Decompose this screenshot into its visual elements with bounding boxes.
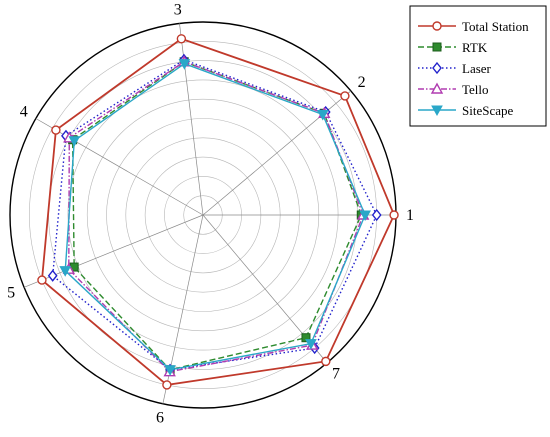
series-sitescape (59, 59, 371, 376)
data-point (162, 380, 172, 390)
data-point (164, 365, 176, 376)
data-point (305, 339, 317, 350)
data-point (68, 136, 81, 147)
data-point (316, 110, 329, 121)
legend-label: Laser (462, 61, 492, 76)
axis-labels: 1 2 3 4 5 6 7 (7, 2, 414, 427)
data-point (51, 125, 61, 135)
legend-marker (432, 61, 442, 75)
series-line (64, 62, 366, 371)
series-line (71, 60, 363, 371)
axis-label: 6 (156, 409, 164, 426)
axis-label: 3 (174, 2, 182, 19)
axis-label: 5 (7, 285, 15, 302)
axis-label: 7 (332, 366, 340, 383)
data-point (371, 208, 382, 222)
series-tello (62, 55, 370, 377)
data-point (359, 210, 371, 222)
series-rtk (68, 57, 366, 375)
data-point (321, 356, 331, 367)
data-point (389, 210, 399, 220)
grid-spoke (179, 23, 204, 216)
series-line (68, 60, 364, 373)
grid-spoke (35, 118, 204, 216)
data-point (176, 34, 187, 44)
legend-marker (432, 21, 442, 31)
radar-grid (9, 21, 397, 409)
data-point (47, 269, 58, 282)
legend-label: Tello (462, 82, 489, 97)
data-point (178, 59, 191, 70)
axis-label: 2 (358, 74, 366, 91)
axis-label: 1 (406, 207, 414, 224)
legend-label: Total Station (462, 19, 529, 34)
data-point (59, 266, 72, 277)
legend-label: SiteScape (462, 103, 513, 118)
series-line (41, 37, 396, 386)
data-point (37, 275, 47, 285)
axis-label: 4 (20, 104, 28, 121)
legend-label: RTK (462, 40, 488, 55)
legend-marker (432, 42, 442, 52)
data-point (301, 333, 311, 343)
series-total-station (37, 34, 399, 390)
data-point (340, 91, 350, 101)
series-line (51, 59, 378, 371)
legend: Total Station RTK Laser Tello SiteScape (409, 5, 547, 127)
radar-series (37, 34, 399, 390)
legend-marker (430, 82, 444, 94)
legend-marker (431, 105, 443, 117)
